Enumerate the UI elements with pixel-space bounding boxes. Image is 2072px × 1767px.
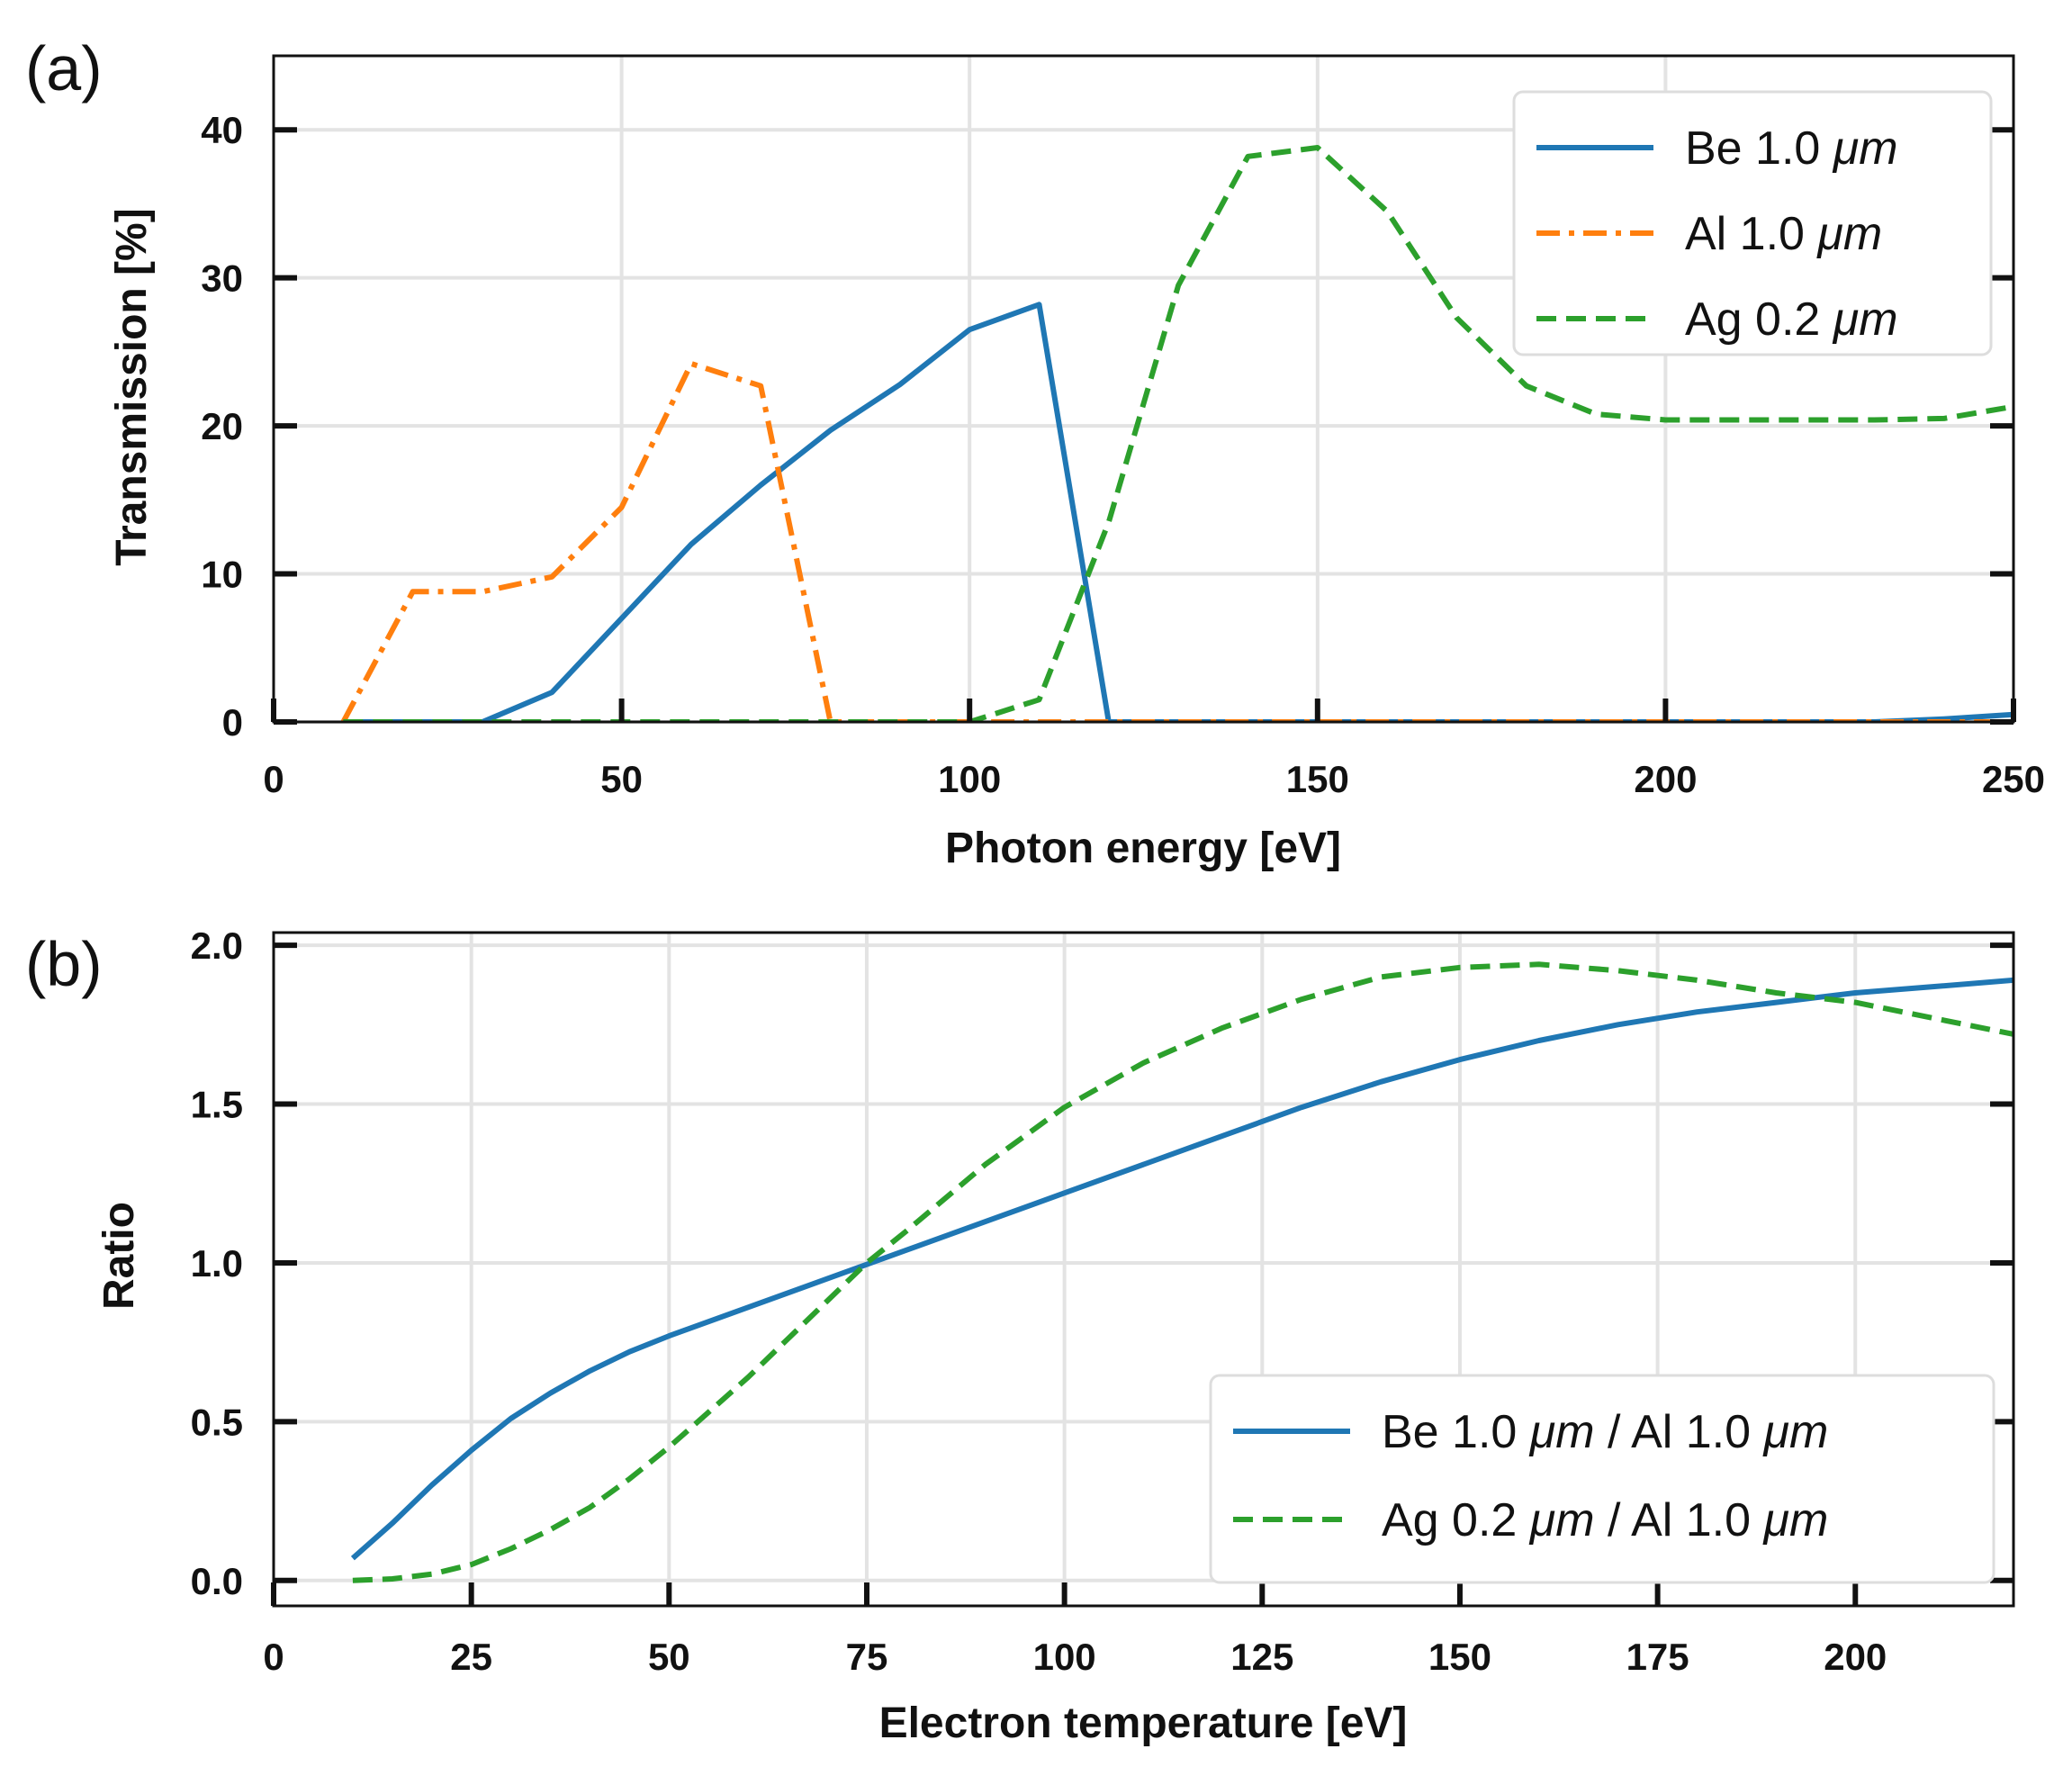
x-tick-label: 25: [450, 1636, 492, 1678]
x-tick-label: 150: [1428, 1636, 1491, 1678]
panel-b-ticks: [271, 942, 2013, 1606]
panel-b-y-tick-labels: 0.0 0.5 1.0 1.5 2.0: [191, 924, 243, 1602]
legend-entry-label: Al 1.0 μm: [1685, 208, 1882, 260]
x-tick-label: 250: [1982, 758, 2045, 800]
x-tick-label: 200: [1634, 758, 1697, 800]
y-tick-label: 0.0: [191, 1560, 243, 1602]
legend-entry-label: Ag 0.2 μm / Al 1.0 μm: [1382, 1494, 1828, 1546]
x-tick-label: 50: [648, 1636, 690, 1678]
x-tick-label: 50: [600, 758, 643, 800]
y-tick-label: 0.5: [191, 1401, 243, 1443]
panel-b-y-axis-label: Ratio: [95, 1202, 143, 1310]
panel-b-x-tick-labels: 0 25 50 75 100 125 150 175 200: [263, 1636, 1887, 1678]
series-line-ag: [343, 145, 2013, 722]
y-tick-label: 1.5: [191, 1084, 243, 1126]
series-line-al: [340, 361, 2013, 722]
panel-b-legend: Be 1.0 μm / Al 1.0 μm Ag 0.2 μm / Al 1.0 …: [1209, 1374, 1995, 1584]
panel-a-plot-frame: [272, 54, 2015, 724]
x-tick-label: 100: [1033, 1636, 1096, 1678]
x-tick-label: 0: [263, 758, 284, 800]
panel-a-x-axis-label: Photon energy [eV]: [945, 825, 1341, 872]
x-tick-label: 175: [1626, 1636, 1689, 1678]
panel-b-series: [350, 961, 2013, 1583]
x-tick-label: 75: [846, 1636, 888, 1678]
panel-b-ratio-chart: (b) 0 25 50 75 100 125 150 175 200 0.0 0.5 1.0 1.5 2…: [25, 924, 2015, 1747]
x-tick-label: 125: [1230, 1636, 1293, 1678]
panel-a-transmission-chart: (a) 0 50 100 150 200 250 0 10 20 30 40 Photon ene…: [25, 33, 2045, 872]
x-tick-label: 100: [938, 758, 1001, 800]
y-tick-label: 1.0: [191, 1242, 243, 1285]
legend-entry-label: Be 1.0 μm: [1685, 122, 1898, 175]
y-tick-label: 20: [201, 405, 243, 447]
panel-a-series: [340, 145, 2013, 722]
panel-b-label: (b): [25, 929, 103, 999]
panel-a-y-axis-label: Transmission [%]: [108, 208, 156, 565]
panel-a-y-tick-labels: 0 10 20 30 40: [201, 109, 243, 744]
legend-entry-label: Be 1.0 μm / Al 1.0 μm: [1382, 1406, 1828, 1458]
panel-a-legend: Be 1.0 μm Al 1.0 μm Ag 0.2 μm: [1512, 90, 1993, 356]
y-tick-label: 10: [201, 554, 243, 596]
panel-b-x-axis-label: Electron temperature [eV]: [879, 1699, 1408, 1747]
y-tick-label: 30: [201, 257, 243, 300]
panel-b-plot-frame: [272, 931, 2015, 1608]
y-tick-label: 2.0: [191, 924, 243, 967]
legend-box: [1512, 90, 1993, 356]
series-line-be: [343, 302, 2013, 722]
x-tick-label: 200: [1824, 1636, 1887, 1678]
panel-a-x-tick-labels: 0 50 100 150 200 250: [263, 758, 2045, 800]
x-tick-label: 150: [1286, 758, 1349, 800]
panel-a-label: (a): [25, 33, 103, 104]
y-tick-label: 40: [201, 109, 243, 151]
legend-box: [1209, 1374, 1995, 1584]
series-line-be: [350, 977, 2013, 1561]
series-line-ag: [352, 961, 2013, 1583]
legend-entry-label: Ag 0.2 μm: [1685, 293, 1898, 346]
y-tick-label: 0: [222, 701, 243, 744]
panel-a-ticks: [271, 127, 2016, 725]
x-tick-label: 0: [263, 1636, 284, 1678]
